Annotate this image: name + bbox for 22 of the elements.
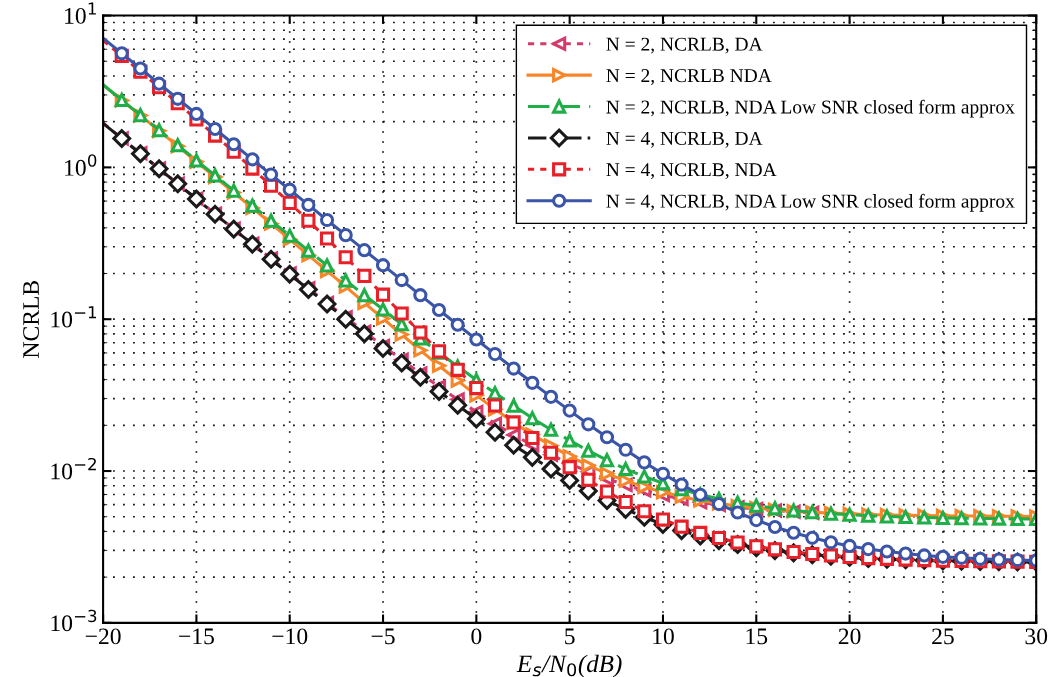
legend-label: N = 4, NCRLB, DA [606, 131, 763, 148]
legend-label: N = 4, NCRLB, NDA [606, 163, 777, 180]
x-tick-label: 10 [653, 628, 674, 645]
x-tick-label: 15 [746, 628, 768, 645]
x-tick-label: 30 [1025, 628, 1048, 645]
x-tick-label: 20 [838, 628, 861, 645]
x-tick-label: −10 [272, 628, 308, 645]
x-tick-label: −5 [371, 628, 395, 645]
y-tick-label: 10$^{0}$ [65, 154, 97, 176]
y-tick-label: 10$^{−2}$ [51, 457, 96, 480]
x-tick-label: −15 [179, 628, 214, 645]
legend-label: N = 4, NCRLB, NDA Low SNR closed form approx [606, 193, 1015, 212]
y-tick-label: 10$^{1}$ [65, 2, 96, 24]
legend-label: N = 2, NCRLB NDA [606, 69, 772, 85]
x-tick-label: 5 [565, 628, 575, 645]
y-axis-title: NCRLB [23, 281, 40, 358]
x-tick-label: 25 [932, 628, 954, 645]
legend-label: N = 2, NCRLB, DA [606, 37, 763, 54]
legend-label: N = 2, NCRLB, NDA Low SNR closed form approx [606, 99, 1015, 118]
y-tick-label: 10$^{−1}$ [51, 306, 97, 328]
x-axis-title: E$_{s}$/N$_{0}$(dB) [516, 654, 622, 677]
x-tick-label: 0 [471, 628, 482, 645]
